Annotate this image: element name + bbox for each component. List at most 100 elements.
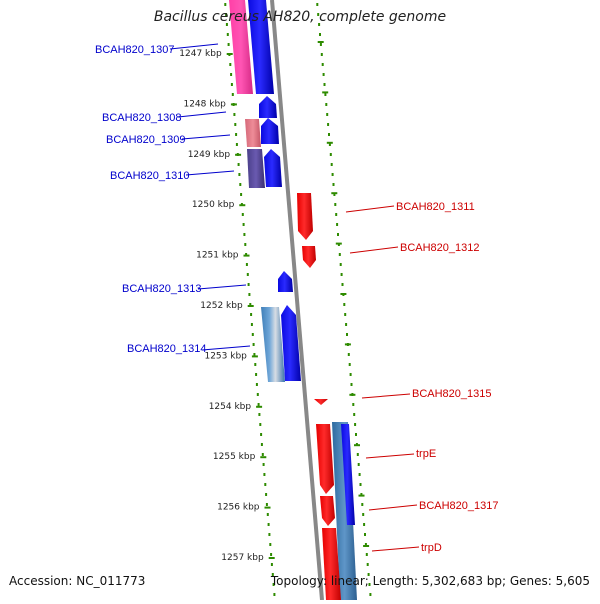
tick-dot — [328, 133, 330, 136]
gene-feature-trpe-steel[interactable] — [332, 422, 357, 600]
gene-label-bcah820-1315[interactable]: BCAH820_1315 — [412, 388, 492, 400]
kbp-major-tick-right — [317, 41, 324, 43]
tick-dot — [368, 583, 371, 586]
kbp-major-tick-right — [331, 192, 338, 195]
tick-dot — [320, 53, 323, 56]
gene-label-trpd[interactable]: trpD — [421, 542, 442, 554]
connector-bcah820-1307 — [169, 43, 219, 50]
gene-feature-bcah820-1308[interactable] — [259, 96, 277, 118]
tick-dot — [259, 423, 262, 426]
tick-dot — [238, 173, 241, 176]
connector-bcah820-1314 — [201, 345, 251, 351]
tick-dot — [230, 73, 233, 76]
kbp-major-tick-right — [363, 545, 370, 547]
gene-feature-bcah820-1307-a[interactable] — [229, 0, 253, 94]
tick-dot — [364, 543, 367, 546]
tick-dot — [360, 493, 363, 496]
tick-dot — [252, 343, 255, 346]
tick-dot — [266, 513, 269, 516]
tick-dot — [319, 33, 321, 36]
tick-dot — [250, 313, 253, 316]
gene-label-bcah820-1310[interactable]: BCAH820_1310 — [110, 170, 190, 182]
tick-dot — [331, 173, 334, 176]
tick-dot — [354, 423, 357, 426]
tick-dot — [260, 433, 263, 436]
gene-feature-bcah820-1310-b[interactable] — [264, 149, 282, 187]
tick-dot — [265, 503, 268, 506]
tick-dot — [249, 303, 252, 306]
gene-label-bcah820-1313[interactable]: BCAH820_1313 — [122, 283, 202, 295]
gene-feature-bcah820-1309-a[interactable] — [245, 119, 261, 147]
gene-label-bcah820-1307[interactable]: BCAH820_1307 — [95, 44, 175, 56]
tick-dot — [241, 213, 244, 216]
kbp-major-tick-right — [326, 141, 333, 144]
gene-feature-bcah820-1314-a[interactable] — [261, 307, 285, 382]
tick-dot — [359, 483, 362, 486]
tick-dot — [272, 583, 275, 586]
tick-dot — [268, 533, 271, 536]
gene-feature-bcah820-1312[interactable] — [302, 246, 316, 268]
gene-feature-bcah820-1307-b[interactable] — [248, 0, 274, 94]
gene-feature-bcah820-1309-b[interactable] — [261, 118, 279, 144]
kbp-tick-label: 1257 kbp — [221, 553, 264, 563]
gene-label-bcah820-1311[interactable]: BCAH820_1311 — [396, 201, 475, 213]
topology-text: Topology: linear; Length: 5,302,683 bp; … — [270, 574, 590, 588]
connector-bcah820-1317 — [368, 504, 418, 511]
tick-dot — [250, 323, 253, 326]
gene-label-bcah820-1308[interactable]: BCAH820_1308 — [102, 112, 182, 124]
tick-dot — [355, 433, 357, 436]
tick-dot — [261, 453, 264, 456]
connector-bcah820-1309 — [181, 134, 231, 140]
gene-label-bcah820-1309[interactable]: BCAH820_1309 — [106, 134, 186, 146]
kbp-major-tick — [247, 305, 254, 307]
genome-title: Bacillus cereus AH820, complete genome — [153, 9, 447, 25]
tick-dot — [366, 563, 369, 566]
gene-feature-bcah820-1317[interactable] — [320, 496, 335, 526]
kbp-major-tick-right — [322, 91, 329, 94]
tick-dot — [254, 363, 257, 366]
tick-dot — [273, 593, 276, 596]
tick-dot — [226, 33, 229, 36]
tick-dot — [338, 253, 341, 256]
tick-dot — [229, 63, 232, 66]
tick-dot — [231, 93, 234, 96]
gene-feature-bcah820-1314-b[interactable] — [281, 305, 301, 381]
tick-dot — [224, 3, 227, 6]
gene-label-bcah820-1312[interactable]: BCAH820_1312 — [400, 242, 480, 254]
gene-feature-trpe-blue[interactable] — [341, 424, 355, 525]
connector-bcah820-1315 — [361, 393, 411, 399]
tick-dot — [243, 233, 246, 236]
gene-label-trpe[interactable]: trpE — [416, 448, 436, 460]
right-tick-border — [316, 3, 372, 596]
kbp-major-tick — [264, 506, 271, 509]
gene-feature-trpe[interactable] — [316, 424, 334, 494]
tick-dot — [235, 143, 238, 146]
kbp-major-tick — [260, 456, 267, 459]
tick-dot — [340, 273, 343, 276]
tick-dot — [346, 333, 348, 336]
gene-feature-bcah820-1311[interactable] — [297, 193, 313, 240]
tick-dot — [253, 353, 256, 356]
tick-dot — [328, 143, 331, 146]
gene-label-bcah820-1317[interactable]: BCAH820_1317 — [419, 500, 499, 512]
gene-feature-bcah820-1313[interactable] — [278, 271, 293, 292]
tick-dot — [329, 153, 332, 156]
gene-features — [229, 0, 357, 600]
tick-dot — [258, 413, 261, 416]
gene-feature-bcah820-1310-a[interactable] — [247, 149, 265, 188]
kbp-tick-label: 1247 kbp — [179, 49, 222, 59]
gene-label-bcah820-1314[interactable]: BCAH820_1314 — [127, 343, 207, 355]
kbp-major-tick — [251, 355, 258, 358]
gene-feature-trpd[interactable] — [322, 528, 341, 600]
tick-dot — [247, 283, 250, 286]
tick-dot — [239, 183, 242, 186]
tick-dot — [255, 383, 258, 386]
kbp-tick-label: 1253 kbp — [204, 351, 247, 361]
kbp-major-tick-right — [344, 343, 351, 346]
kbp-ruler: 1247 kbp 1248 kbp 1249 kbp 1250 kbp 1251 kbp… — [179, 41, 370, 563]
kbp-tick-label: 1255 kbp — [213, 452, 256, 462]
gene-feature-bcah820-1315[interactable] — [314, 399, 328, 405]
tick-dot — [265, 493, 268, 496]
tick-dot — [363, 523, 366, 526]
